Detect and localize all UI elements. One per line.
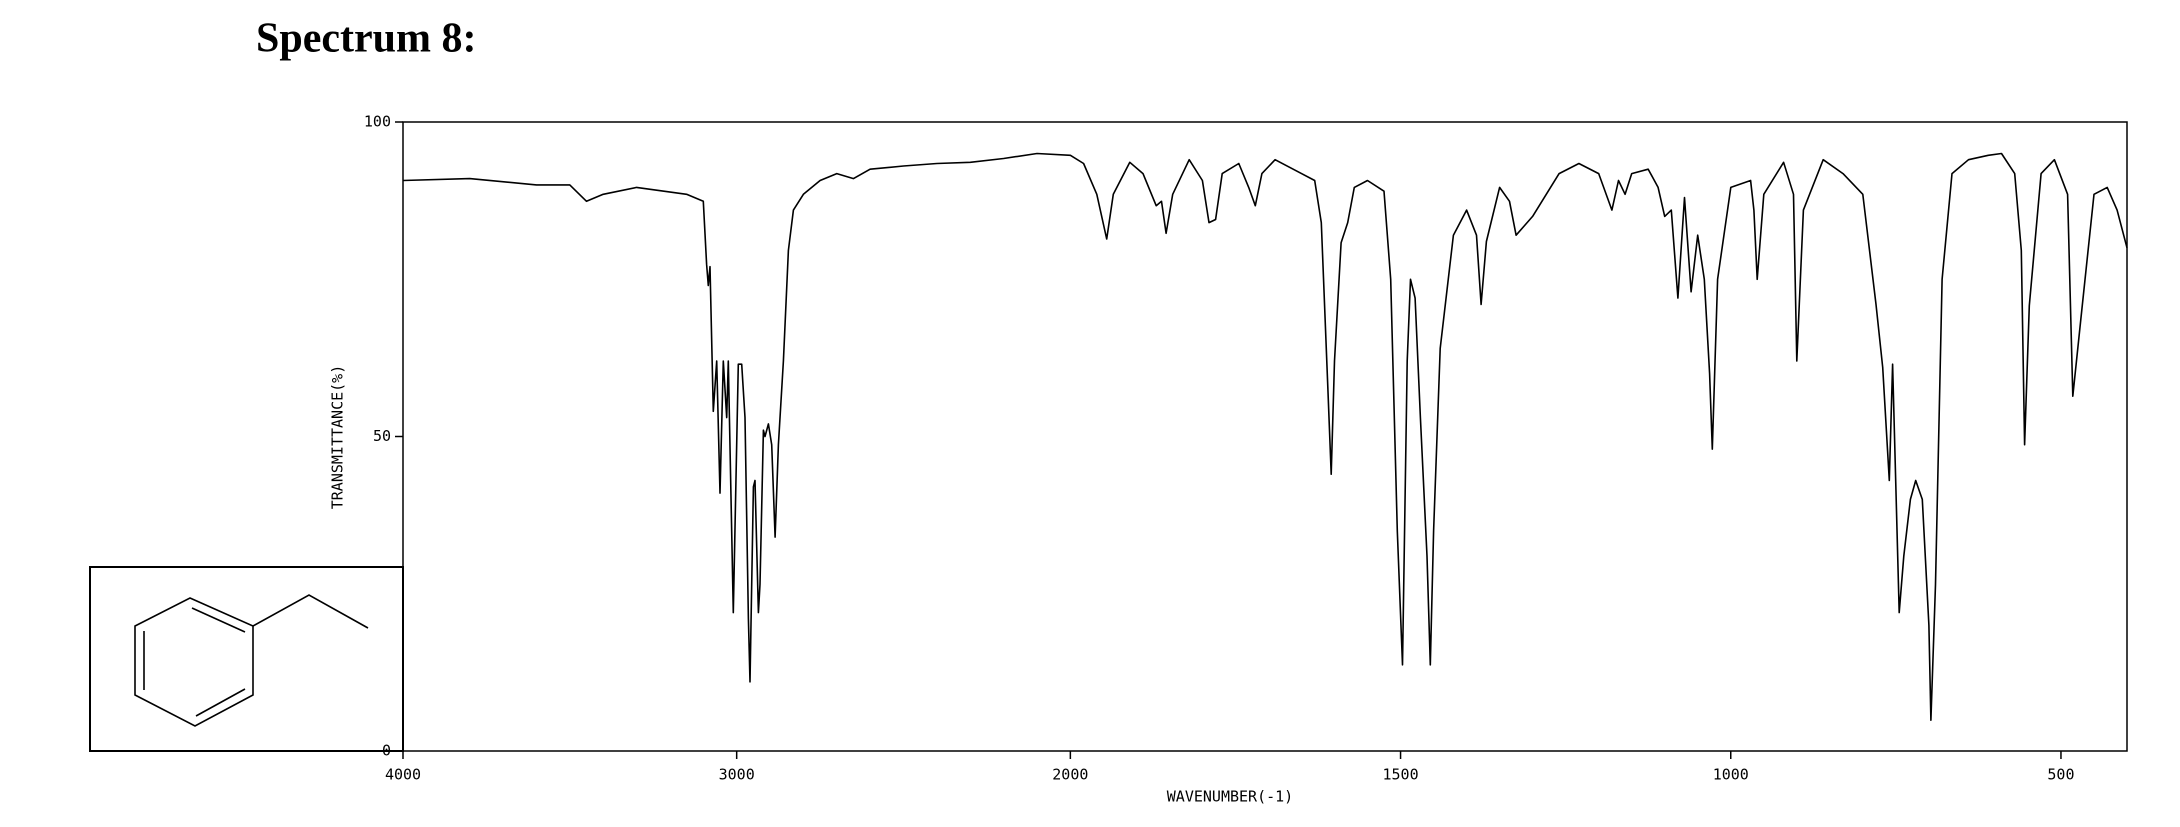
x-tick-label: 3000 <box>719 766 755 784</box>
y-tick-label: 0 <box>382 742 391 760</box>
x-tick-label: 2000 <box>1052 766 1088 784</box>
y-tick-label: 100 <box>364 113 391 131</box>
plot-area <box>402 152 2128 721</box>
y-axis-label: TRANSMITTANCE(%) <box>329 365 347 510</box>
x-axis-label: WAVENUMBER(-1) <box>1167 788 1293 806</box>
spectrum-line <box>402 152 2128 721</box>
x-tick-label: 1500 <box>1382 766 1418 784</box>
y-tick-label: 50 <box>373 427 391 445</box>
plot-frame <box>402 121 2128 752</box>
x-tick-label: 1000 <box>1713 766 1749 784</box>
structure <box>89 566 404 752</box>
x-tick-label: 4000 <box>385 766 421 784</box>
chart-title: Spectrum 8: <box>256 16 476 62</box>
x-tick-label: 500 <box>2047 766 2074 784</box>
